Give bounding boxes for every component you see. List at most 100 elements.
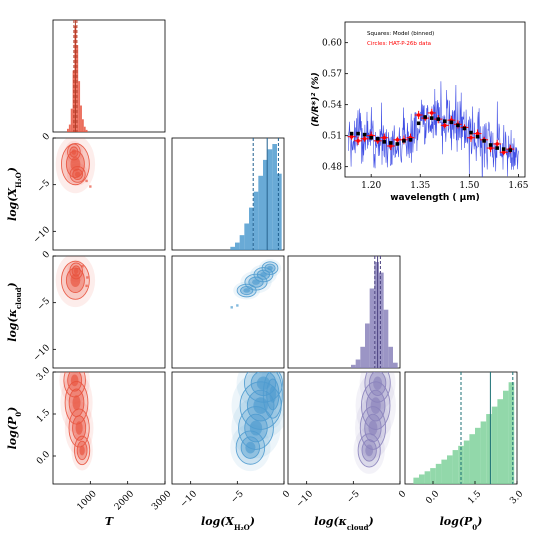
x-tick-label: −5 <box>229 489 246 506</box>
y-tick-label: 3.0 <box>35 365 52 382</box>
model-square <box>402 139 406 143</box>
model-square <box>369 135 373 140</box>
y-axis-label-kappa: log(κcloud) <box>6 282 23 341</box>
spectrum-inset: 1.20 1.35 1.50 1.65 0.48 0.51 0.54 0.57 0.60 wave… <box>311 21 529 203</box>
y-tick-label: 0 <box>41 131 52 142</box>
contour-line <box>240 285 254 296</box>
hist-bar <box>277 173 282 250</box>
hist-bar <box>81 119 84 132</box>
inset-y-tick-label: 0.60 <box>322 39 342 49</box>
hist-panel-2 <box>287 255 401 369</box>
model-square <box>475 134 480 139</box>
density-level <box>249 420 263 436</box>
label-part: ) <box>6 167 19 173</box>
model-square <box>362 132 367 137</box>
y-tick-label: −5 <box>36 178 53 195</box>
x-tick-label: 3.0 <box>508 489 525 506</box>
inset-x-tick-label: 1.65 <box>508 181 528 191</box>
data-point <box>475 131 480 136</box>
hist-bar <box>369 288 375 368</box>
contour-line <box>368 372 387 396</box>
hist-bar <box>365 323 370 368</box>
x-tick-label: 2000 <box>113 489 136 512</box>
density-level <box>370 397 381 414</box>
model-square <box>395 142 400 146</box>
contour-line <box>359 406 387 450</box>
contour-line <box>69 146 79 158</box>
model-square <box>449 120 454 125</box>
hist-bar <box>469 434 475 484</box>
contour-panel-0-2 <box>52 255 166 369</box>
x-tick-label: −10 <box>295 489 316 510</box>
contour-line <box>364 372 391 403</box>
x-axis-label-p0: log(P0) <box>440 515 483 532</box>
contour-body <box>55 138 96 194</box>
sample-point <box>89 185 92 188</box>
density-level <box>70 374 79 387</box>
contour-line <box>60 143 90 186</box>
model-square <box>482 139 486 143</box>
y-tick-label: 1.5 <box>35 407 52 424</box>
label-part: ) <box>476 515 482 528</box>
inset-x-tick-label: 1.50 <box>459 181 479 191</box>
hist-bar <box>249 207 254 250</box>
contour-body <box>230 259 282 309</box>
label-part: 0 <box>472 523 477 532</box>
contour-body <box>353 372 396 474</box>
label-part: ) <box>249 515 255 528</box>
y-tick-label: −10 <box>32 343 53 364</box>
contour-line <box>67 143 81 161</box>
data-point <box>488 146 493 150</box>
model-square <box>488 143 493 147</box>
hist-bar <box>235 242 240 250</box>
label-part: log(X <box>6 188 19 221</box>
density-level <box>72 395 81 411</box>
model-square <box>456 123 460 128</box>
contour-body <box>55 256 96 308</box>
density-level <box>267 265 273 271</box>
model-square <box>416 121 421 126</box>
x-tick-label: 1000 <box>76 489 99 512</box>
contour-panel-1-3 <box>171 371 285 485</box>
density-level <box>79 445 85 456</box>
contour-body <box>59 372 94 471</box>
model-square <box>382 140 387 144</box>
inset-legend-model: Squares: Model (binned) <box>367 31 434 37</box>
hist-bar <box>388 346 393 368</box>
model-square <box>429 116 434 120</box>
hist-bar <box>83 126 86 132</box>
contour-line <box>238 406 274 450</box>
hist-bar <box>267 149 273 250</box>
contour-line <box>357 433 381 468</box>
hist-bar <box>85 129 88 132</box>
density-level <box>75 421 83 435</box>
x-tick-label: −5 <box>345 489 362 506</box>
hist-bar <box>351 364 356 368</box>
density-level <box>59 372 90 404</box>
hist-bar <box>76 45 79 132</box>
sample-point <box>230 306 233 309</box>
sample-point <box>85 179 88 183</box>
hist-panel-1 <box>171 137 285 251</box>
density-level <box>245 441 256 454</box>
contour-line <box>366 389 386 422</box>
model-square <box>462 126 467 131</box>
data-point <box>382 135 387 140</box>
model-square <box>508 148 513 152</box>
data-point <box>429 111 434 115</box>
model-square <box>389 141 393 145</box>
hist-bar <box>383 309 389 368</box>
hist-bar <box>70 108 73 132</box>
inset-legend-data: Circles: HAT-P-26b data <box>367 41 431 47</box>
model-square <box>495 146 499 150</box>
contour-line <box>262 372 283 419</box>
label-part: log(κ <box>314 515 347 528</box>
contour-line <box>256 269 271 280</box>
contour-line <box>250 372 277 396</box>
label-part: log(P <box>440 515 473 528</box>
density-level <box>74 171 81 178</box>
label-part: cloud <box>347 523 369 532</box>
hist-bar <box>67 128 69 132</box>
contour-panel-0-3 <box>52 371 166 485</box>
hist-bar <box>253 191 259 250</box>
